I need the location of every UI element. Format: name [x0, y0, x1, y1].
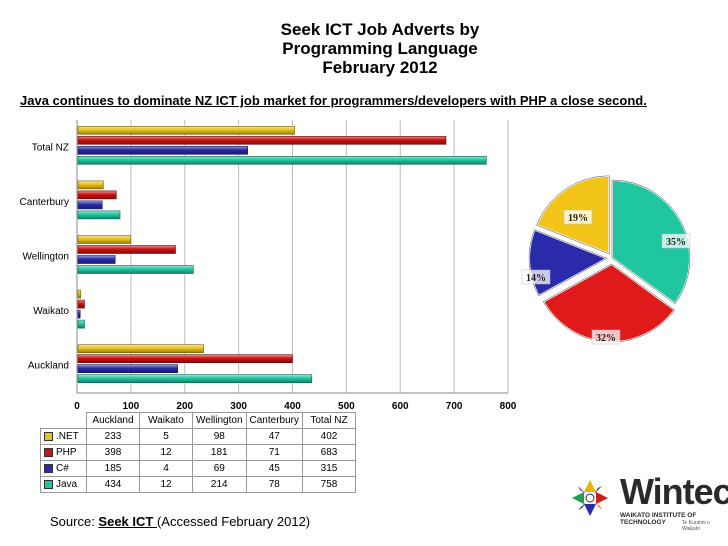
x-tick-label: 400	[284, 401, 301, 412]
category-label: Total NZ	[32, 142, 69, 153]
x-tick-label: 200	[176, 401, 193, 412]
category-label: Waikato	[33, 306, 69, 317]
bar-net-wellington	[77, 235, 132, 244]
series-name: PHP	[56, 447, 77, 458]
table-column-header: Waikato	[139, 412, 193, 429]
table-cell: 233	[86, 428, 140, 445]
bar-net-total-nz	[77, 126, 295, 135]
legend-swatch	[44, 447, 53, 457]
series-name: C#	[56, 463, 69, 474]
x-tick-label: 600	[392, 401, 409, 412]
legend-key: C#	[40, 460, 87, 477]
bar-php-auckland	[77, 354, 293, 364]
table-cell: 98	[192, 428, 247, 445]
category-label: Canterbury	[20, 197, 69, 208]
x-tick-label: 800	[500, 401, 517, 412]
logo-subtitle: WAIKATO INSTITUTE OF TECHNOLOGY	[620, 512, 697, 526]
source-link[interactable]: Seek ICT	[98, 514, 157, 529]
legend-swatch	[44, 463, 53, 473]
chart-subtitle: Java continues to dominate NZ ICT job ma…	[20, 93, 647, 108]
x-tick-label: 100	[123, 401, 140, 412]
legend-key: Java	[40, 476, 87, 493]
table-cell: 181	[192, 444, 247, 461]
bar-php-canterbury	[77, 190, 117, 200]
table-cell: 5	[139, 428, 193, 445]
pie-value-label: 19%	[568, 213, 588, 224]
wintec-logo-icon	[572, 480, 608, 516]
table-cell: 315	[301, 460, 356, 477]
legend-key: .NET	[40, 428, 87, 445]
table-cell: 4	[139, 460, 193, 477]
series-name: Java	[56, 479, 78, 490]
category-label: Wellington	[22, 252, 69, 263]
bar-php-wellington	[77, 245, 176, 254]
table-row: C# 185 4 69 45 315	[40, 460, 356, 477]
bar-java-total-nz	[77, 156, 487, 165]
bar-java-auckland	[77, 374, 313, 384]
bar-net-canterbury	[77, 180, 104, 190]
source-prefix: Source:	[50, 514, 99, 529]
pie-value-label: 14%	[526, 273, 546, 284]
bar-java-waikato	[77, 319, 85, 329]
x-tick-label: 500	[338, 401, 355, 412]
logo-wordmark: Wintec	[620, 471, 728, 512]
bar-c-total-nz	[77, 146, 249, 155]
bar-c-canterbury	[77, 200, 103, 210]
table-row: Java 434 12 214 78 758	[40, 476, 356, 493]
table-cell: 47	[245, 428, 303, 445]
bar-java-wellington	[77, 265, 194, 274]
data-table: Auckland Waikato Wellington Canterbury Total…	[40, 412, 356, 493]
table-cell: 683	[301, 444, 356, 461]
source-suffix: (Accessed February 2012)	[156, 514, 311, 529]
legend-swatch	[44, 479, 53, 489]
bar-php-total-nz	[77, 136, 447, 145]
legend-swatch	[44, 431, 53, 441]
bar-net-auckland	[77, 344, 204, 354]
table-header-row: Auckland Waikato Wellington Canterbury Total…	[41, 412, 356, 429]
source-note: Source: Seek ICT (Accessed February 2012…	[50, 514, 310, 529]
pie-value-label: 32%	[596, 333, 616, 344]
table-cell: 185	[86, 460, 140, 477]
table-column-header: Wellington	[192, 412, 247, 429]
pie-label-box	[661, 233, 691, 249]
x-tick-label: 700	[446, 401, 463, 412]
x-tick-label: 300	[230, 401, 247, 412]
table-row: .NET 233 5 98 47 402	[40, 428, 356, 445]
table-row: PHP 398 12 181 71 683	[40, 444, 356, 461]
x-tick-label: 0	[74, 401, 80, 412]
bar-c-wellington	[77, 255, 116, 264]
legend-key: PHP	[40, 444, 87, 461]
pie-label-box	[591, 329, 621, 345]
chart-title: Seek ICT Job Adverts by Programming Lang…	[280, 20, 480, 77]
bar-php-waikato	[77, 299, 85, 309]
table-column-header: Auckland	[86, 412, 140, 429]
category-label: Auckland	[28, 361, 69, 372]
table-cell: 398	[86, 444, 140, 461]
logo-tagline: Te Kuratini o Waikato	[682, 520, 710, 532]
table-cell: 214	[192, 476, 247, 493]
pie-label-box	[563, 209, 593, 225]
table-cell: 71	[245, 444, 303, 461]
bar-java-canterbury	[77, 210, 121, 220]
table-cell: 758	[301, 476, 356, 493]
table-cell: 12	[139, 476, 193, 493]
series-name: .NET	[56, 431, 79, 442]
table-cell: 12	[139, 444, 193, 461]
pie-value-label: 35%	[666, 237, 686, 248]
bar-c-waikato	[77, 309, 81, 319]
bar-net-waikato	[77, 289, 81, 299]
bar-c-auckland	[77, 364, 178, 374]
table-column-header: Canterbury	[245, 412, 303, 429]
table-cell: 78	[245, 476, 303, 493]
table-cell: 402	[301, 428, 356, 445]
table-column-header: Total NZ	[301, 412, 356, 429]
pie-label-box	[521, 269, 551, 285]
table-cell: 434	[86, 476, 140, 493]
table-cell: 69	[192, 460, 247, 477]
table-corner	[41, 413, 87, 429]
table-cell: 45	[245, 460, 303, 477]
